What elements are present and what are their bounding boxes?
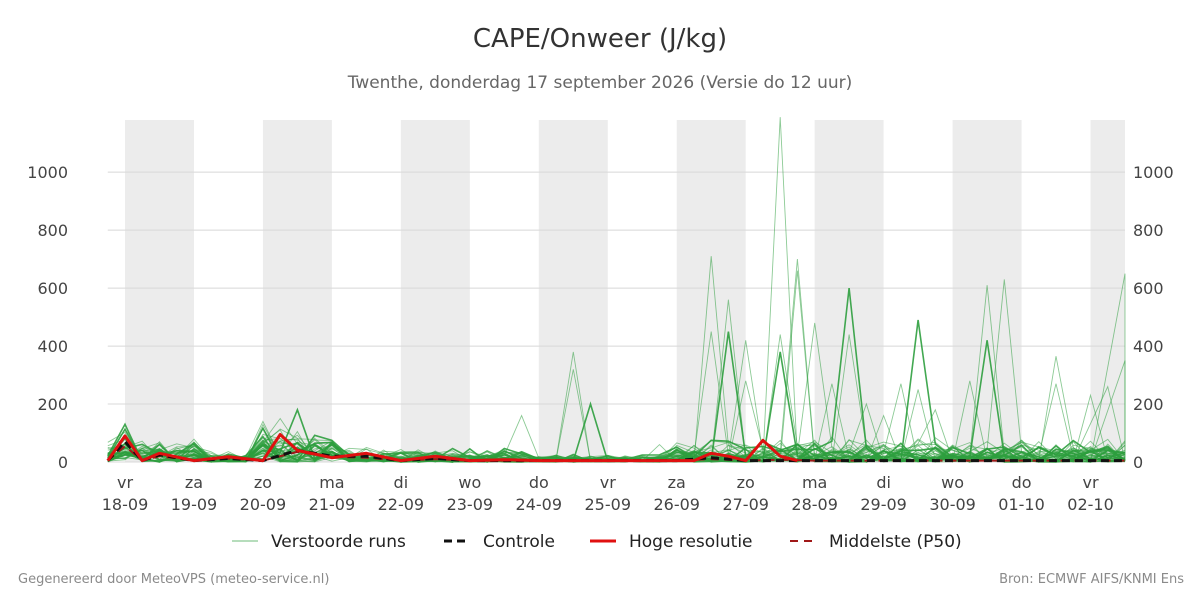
legend-label-control: Controle xyxy=(483,532,555,552)
x-tick-date-6: 24-09 xyxy=(516,495,563,514)
x-tick-day-9: zo xyxy=(737,473,755,492)
y-tick-right-600: 600 xyxy=(1133,279,1164,298)
x-tick-day-4: di xyxy=(394,473,409,492)
x-tick-day-10: ma xyxy=(802,473,827,492)
footer-source: Bron: ECMWF AIFS/KNMI Ens xyxy=(999,572,1184,587)
legend-label-ensemble: Verstoorde runs xyxy=(271,532,406,552)
weekend-bands xyxy=(125,120,1125,462)
legend-label-high-res: Hoge resolutie xyxy=(629,532,753,552)
x-tick-date-2: 20-09 xyxy=(240,495,287,514)
x-tick-day-13: do xyxy=(1012,473,1032,492)
weekend-band-7 xyxy=(1090,120,1125,462)
ensemble-peak-run-2 xyxy=(1090,360,1126,461)
legend: Verstoorde runs Controle Hoge resolutie Mid… xyxy=(232,532,962,552)
weekend-band-3 xyxy=(538,120,608,462)
y-tick-right-400: 400 xyxy=(1133,337,1164,356)
x-tick-day-11: di xyxy=(876,473,891,492)
x-tick-date-4: 22-09 xyxy=(378,495,425,514)
x-tick-day-14: vr xyxy=(1082,473,1098,492)
y-tick-right-200: 200 xyxy=(1133,395,1164,414)
x-tick-date-14: 02-10 xyxy=(1067,495,1114,514)
x-tick-day-3: ma xyxy=(319,473,344,492)
x-tick-date-9: 27-09 xyxy=(722,495,769,514)
x-tick-date-11: 29-09 xyxy=(860,495,907,514)
weekend-band-6 xyxy=(952,120,1022,462)
x-tick-date-10: 28-09 xyxy=(791,495,838,514)
x-tick-date-12: 30-09 xyxy=(929,495,976,514)
x-tick-date-7: 25-09 xyxy=(585,495,632,514)
x-tick-day-12: wo xyxy=(941,473,964,492)
footer-credit: Gegenereerd door MeteoVPS (meteo-service… xyxy=(18,572,330,587)
x-tick-date-13: 01-10 xyxy=(998,495,1045,514)
x-tick-date-5: 23-09 xyxy=(447,495,494,514)
x-tick-day-0: vr xyxy=(117,473,133,492)
x-tick-day-7: vr xyxy=(600,473,616,492)
weekend-band-1 xyxy=(262,120,332,462)
x-tick-day-2: zo xyxy=(254,473,272,492)
x-tick-date-1: 19-09 xyxy=(171,495,218,514)
y-tick-left-400: 400 xyxy=(37,337,68,356)
y-tick-left-0: 0 xyxy=(58,453,68,472)
x-tick-day-1: za xyxy=(185,473,203,492)
chart-subtitle: Twenthe, donderdag 17 september 2026 (Ve… xyxy=(347,73,853,93)
axis-labels: 0 0 200 200 400 400 600 600 800 800 1000 1000 vr 18-0… xyxy=(27,163,1173,514)
legend-label-median: Middelste (P50) xyxy=(829,532,962,552)
main-series xyxy=(106,433,1125,463)
chart-title: CAPE/Onweer (J/kg) xyxy=(472,24,728,54)
ensemble-peak-run-0 xyxy=(1072,385,1126,461)
weekend-band-4 xyxy=(676,120,746,462)
x-tick-day-5: wo xyxy=(458,473,481,492)
y-tick-left-800: 800 xyxy=(37,221,68,240)
x-tick-day-8: za xyxy=(668,473,686,492)
y-tick-right-800: 800 xyxy=(1133,221,1164,240)
x-tick-date-3: 21-09 xyxy=(309,495,356,514)
series-high-res xyxy=(106,433,798,463)
y-tick-right-1000: 1000 xyxy=(1133,163,1174,182)
y-tick-left-200: 200 xyxy=(37,395,68,414)
y-tick-right-0: 0 xyxy=(1133,453,1143,472)
x-tick-day-6: do xyxy=(529,473,549,492)
y-tick-left-1000: 1000 xyxy=(27,163,68,182)
weekend-band-2 xyxy=(400,120,470,462)
y-tick-left-600: 600 xyxy=(37,279,68,298)
weekend-band-0 xyxy=(125,120,194,462)
x-tick-date-0: 18-09 xyxy=(102,495,149,514)
x-tick-date-8: 26-09 xyxy=(653,495,700,514)
